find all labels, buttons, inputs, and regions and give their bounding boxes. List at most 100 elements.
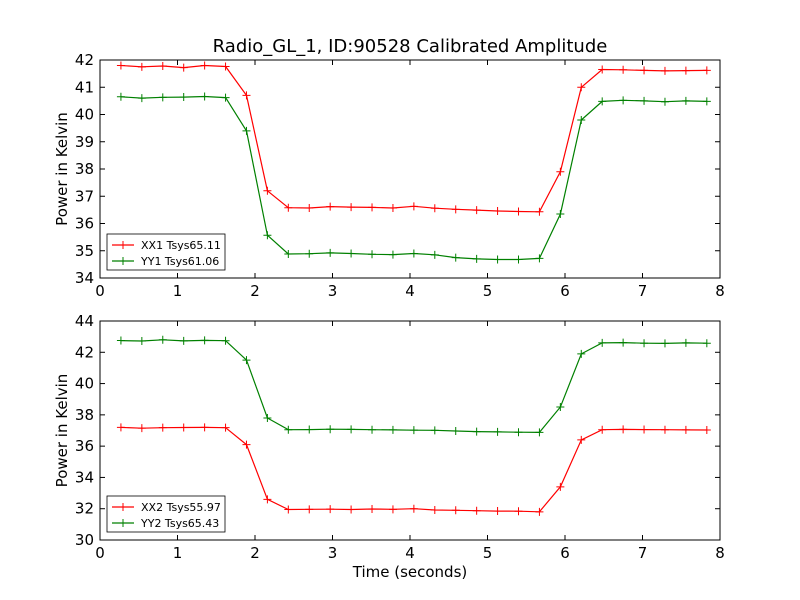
data-point xyxy=(137,337,146,346)
legend-entry: YY2 Tsys65.43 xyxy=(140,517,219,530)
data-point xyxy=(242,91,251,100)
data-point xyxy=(221,423,230,432)
data-point xyxy=(681,66,690,75)
data-point xyxy=(326,248,335,257)
data-point xyxy=(535,428,544,437)
data-point xyxy=(137,424,146,433)
data-point xyxy=(284,250,293,259)
data-point xyxy=(556,209,565,218)
data-point xyxy=(493,427,502,436)
x-tick-label: 7 xyxy=(638,544,648,562)
data-point xyxy=(242,126,251,135)
data-point xyxy=(305,425,314,434)
x-tick-label: 1 xyxy=(173,282,183,300)
x-tick-label: 4 xyxy=(405,544,415,562)
data-point xyxy=(200,336,209,345)
data-point xyxy=(116,61,125,70)
data-point xyxy=(619,338,628,347)
data-point xyxy=(179,63,188,72)
x-tick-label: 2 xyxy=(250,282,260,300)
data-point xyxy=(472,254,481,263)
legend-box xyxy=(106,495,226,533)
y-tick-label: 42 xyxy=(75,343,94,361)
y-tick-label: 40 xyxy=(75,375,94,393)
legend-marker xyxy=(119,503,127,511)
data-point xyxy=(158,335,167,344)
data-point xyxy=(702,426,711,435)
data-point xyxy=(388,250,397,259)
data-point xyxy=(556,482,565,491)
data-point xyxy=(200,61,209,70)
x-tick-label: 6 xyxy=(560,282,570,300)
data-point xyxy=(702,339,711,348)
x-tick-label: 7 xyxy=(638,282,648,300)
y-tick-label: 42 xyxy=(75,51,94,69)
x-tick-label: 1 xyxy=(173,544,183,562)
data-point xyxy=(660,66,669,75)
data-point xyxy=(179,336,188,345)
data-point xyxy=(305,203,314,212)
x-tick-label: 3 xyxy=(328,282,338,300)
data-point xyxy=(242,356,251,365)
y-tick-label: 32 xyxy=(75,500,94,518)
data-point xyxy=(137,62,146,71)
data-point xyxy=(514,207,523,216)
data-point xyxy=(619,425,628,434)
data-point xyxy=(556,167,565,176)
data-point xyxy=(556,403,565,412)
data-point xyxy=(305,249,314,258)
data-point xyxy=(221,62,230,71)
data-point xyxy=(158,423,167,432)
y-tick-label: 38 xyxy=(75,160,94,178)
data-point xyxy=(430,505,439,514)
legend-marker xyxy=(119,241,127,249)
data-point xyxy=(326,505,335,514)
data-point xyxy=(409,202,418,211)
data-point xyxy=(221,93,230,102)
x-tick-label: 5 xyxy=(483,282,493,300)
x-axis-label: Time (seconds) xyxy=(352,563,468,581)
data-point xyxy=(535,507,544,516)
data-point xyxy=(347,425,356,434)
data-point xyxy=(472,206,481,215)
y-tick-label: 34 xyxy=(75,269,94,287)
data-point xyxy=(368,505,377,514)
data-point xyxy=(577,435,586,444)
data-point xyxy=(681,96,690,105)
y-tick-label: 30 xyxy=(75,531,94,549)
y-tick-label: 36 xyxy=(75,215,94,233)
data-point xyxy=(409,249,418,258)
data-point xyxy=(263,413,272,422)
data-point xyxy=(263,231,272,240)
data-point xyxy=(472,506,481,515)
data-point xyxy=(619,96,628,105)
data-point xyxy=(409,426,418,435)
x-tick-label: 0 xyxy=(95,282,105,300)
data-point xyxy=(388,203,397,212)
data-point xyxy=(598,425,607,434)
data-point xyxy=(200,423,209,432)
data-point xyxy=(472,427,481,436)
data-point xyxy=(598,97,607,106)
data-point xyxy=(514,507,523,516)
data-point xyxy=(409,504,418,513)
data-point xyxy=(347,505,356,514)
data-point xyxy=(326,425,335,434)
data-point xyxy=(681,425,690,434)
data-point xyxy=(430,250,439,259)
data-point xyxy=(116,336,125,345)
data-point xyxy=(242,440,251,449)
legend-box xyxy=(106,233,226,271)
data-point xyxy=(347,249,356,258)
data-point xyxy=(598,338,607,347)
y-tick-label: 41 xyxy=(75,78,94,96)
data-point xyxy=(619,65,628,74)
data-point xyxy=(577,349,586,358)
x-tick-label: 5 xyxy=(483,544,493,562)
data-point xyxy=(430,426,439,435)
data-point xyxy=(598,65,607,74)
x-tick-label: 4 xyxy=(405,282,415,300)
x-tick-label: 0 xyxy=(95,544,105,562)
